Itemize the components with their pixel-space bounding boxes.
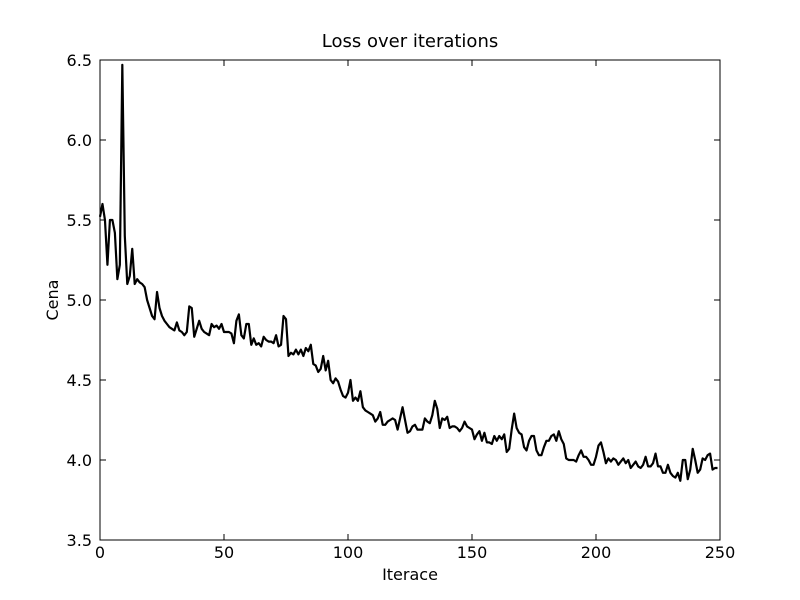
- x-axis-label: Iterace: [382, 565, 438, 584]
- x-tick-label: 250: [705, 543, 736, 562]
- y-tick-label: 6.0: [67, 131, 92, 150]
- x-tick-label: 50: [214, 543, 234, 562]
- line-series: [98, 63, 718, 482]
- plot-frame: [99, 59, 721, 541]
- y-tick-label: 3.5: [67, 531, 92, 550]
- x-tick-label: 100: [333, 543, 364, 562]
- y-tick-label: 6.5: [67, 51, 92, 70]
- y-tick-label: 4.0: [67, 451, 92, 470]
- x-tick-label: 150: [457, 543, 488, 562]
- y-tick-label: 5.0: [67, 291, 92, 310]
- x-tick-label: 0: [95, 543, 105, 562]
- y-axis-label: Cena: [43, 280, 62, 321]
- y-tick-label: 4.5: [67, 371, 92, 390]
- x-tick-label: 200: [581, 543, 612, 562]
- y-tick-label: 5.5: [67, 211, 92, 230]
- chart-title: Loss over iterations: [322, 31, 498, 52]
